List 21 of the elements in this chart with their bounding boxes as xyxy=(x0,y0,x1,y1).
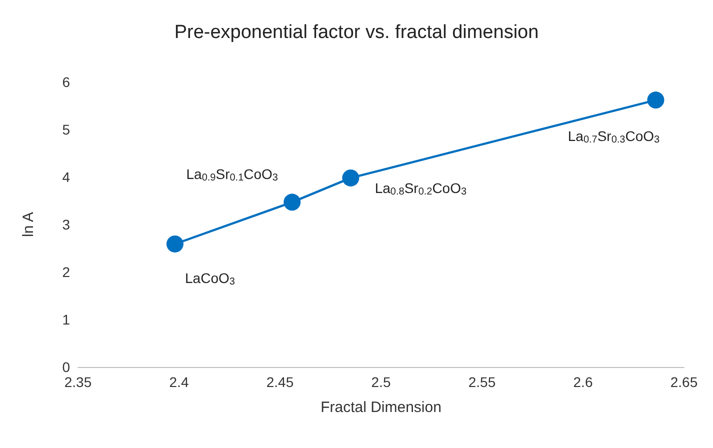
y-tick-label: 4 xyxy=(62,169,70,185)
x-tick-label: 2.55 xyxy=(468,374,496,390)
point xyxy=(342,169,360,186)
y-tick-label: 5 xyxy=(62,122,70,138)
x-tick-label: 2.65 xyxy=(670,374,698,390)
x-tick-label: 2.6 xyxy=(573,374,593,390)
y-tick-label: 2 xyxy=(62,264,70,280)
point xyxy=(647,92,664,109)
y-tick-label: 1 xyxy=(62,312,70,328)
y-tick-label: 6 xyxy=(62,74,70,90)
x-tick-label: 2.35 xyxy=(64,374,92,390)
y-tick-label: 0 xyxy=(62,359,70,375)
x-tick-label: 2.45 xyxy=(266,374,294,390)
y-axis-title: ln A xyxy=(20,212,37,238)
chart-title: Pre-exponential factor vs. fractal dimension xyxy=(174,22,539,43)
x-axis-title: Fractal Dimension xyxy=(320,399,442,416)
x-tick-label: 2.4 xyxy=(169,374,189,390)
point xyxy=(166,235,184,252)
x-tick-label: 2.5 xyxy=(371,374,391,390)
y-tick-label: 3 xyxy=(62,216,70,232)
point xyxy=(284,194,301,211)
